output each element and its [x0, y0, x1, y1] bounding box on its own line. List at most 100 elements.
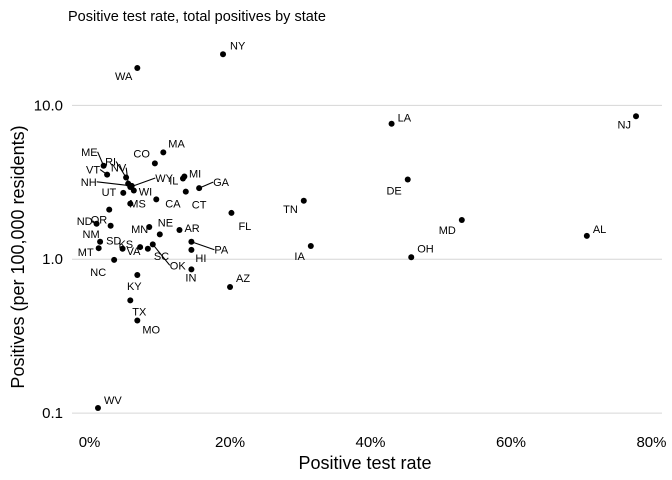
x-tick-label: 0%	[79, 434, 101, 451]
point-ma	[160, 149, 167, 156]
point-label-nj: NJ	[618, 119, 631, 131]
chart-title: Positive test rate, total positives by s…	[68, 9, 326, 25]
point-md	[458, 216, 465, 223]
x-axis-title: Positive test rate	[298, 453, 431, 473]
point-ne	[156, 231, 163, 238]
point-label-mn: MN	[131, 224, 148, 236]
point-label-sd: SD	[106, 236, 121, 248]
point-ia	[307, 242, 314, 249]
point-label-nv: NV	[111, 163, 127, 175]
leader-line	[152, 243, 171, 266]
point-ga	[196, 185, 203, 192]
point-ut	[120, 189, 127, 196]
point-fl	[228, 209, 235, 216]
point-ms	[127, 200, 134, 207]
point-label-wv: WV	[104, 395, 122, 407]
leader-line	[115, 161, 127, 178]
point-sc	[144, 245, 151, 252]
x-axis-ticks: 0% 20% 40% 60% 80%	[79, 434, 667, 451]
point-ok	[149, 241, 156, 248]
point-label-co: CO	[133, 148, 150, 160]
point-label-fl: FL	[238, 221, 251, 233]
point-tn	[300, 197, 307, 204]
point-label-tn: TN	[283, 204, 298, 216]
point-ky	[134, 271, 141, 278]
point-label-mi: MI	[189, 168, 201, 180]
y-axis-ticks: 0.1 1.0 10.0	[34, 97, 63, 422]
point-nh	[128, 182, 135, 189]
point-nd	[93, 220, 100, 227]
point-label-az: AZ	[236, 273, 250, 285]
x-tick-label: 80%	[636, 434, 666, 451]
point-label-wi: WI	[139, 186, 152, 198]
point-mn	[146, 224, 153, 231]
point-pa	[188, 238, 195, 245]
point-la	[388, 120, 395, 127]
point-label-ct: CT	[192, 200, 207, 212]
point-mo	[134, 317, 141, 324]
point-nj	[633, 113, 640, 120]
point-label-ny: NY	[230, 40, 246, 52]
point-label-ma: MA	[168, 138, 185, 150]
point-label-in: IN	[185, 272, 196, 284]
data-points	[93, 51, 640, 411]
point-label-ca: CA	[165, 198, 181, 210]
point-label-nc: NC	[90, 267, 106, 279]
point-hi	[188, 246, 195, 253]
point-wi	[130, 187, 137, 194]
point-ny	[220, 51, 227, 58]
point-label-md: MD	[439, 225, 456, 237]
point-wa	[134, 65, 141, 72]
point-label-tx: TX	[132, 306, 147, 318]
point-nm	[107, 222, 114, 229]
point-me	[100, 162, 107, 169]
y-tick-label: 0.1	[42, 405, 63, 422]
point-label-ia: IA	[294, 251, 305, 263]
point-label-or: OR	[91, 215, 108, 227]
point-label-ne: NE	[158, 217, 173, 229]
point-mt	[95, 245, 102, 252]
point-label-pa: PA	[214, 245, 229, 257]
point-tx	[127, 297, 134, 304]
point-az	[227, 284, 234, 291]
point-ri	[123, 174, 130, 181]
y-tick-label: 10.0	[34, 97, 63, 114]
point-ar	[176, 226, 183, 233]
point-al	[583, 232, 590, 239]
point-label-mt: MT	[78, 247, 94, 259]
grid-layer	[72, 104, 662, 414]
point-vt	[104, 171, 111, 178]
point-label-de: DE	[386, 185, 401, 197]
x-tick-label: 20%	[215, 434, 245, 451]
point-label-mo: MO	[142, 324, 160, 336]
point-label-sc: SC	[154, 251, 169, 263]
point-label-nd: ND	[77, 216, 93, 228]
x-tick-label: 40%	[355, 434, 385, 451]
point-label-oh: OH	[417, 243, 434, 255]
point-label-vt: VT	[86, 165, 100, 177]
point-label-nm: NM	[83, 229, 100, 241]
point-label-va: VA	[127, 246, 142, 258]
point-ct	[182, 188, 189, 195]
point-sd	[97, 238, 104, 245]
point-ca	[153, 196, 160, 203]
point-nc	[111, 256, 118, 263]
point-mi	[179, 175, 186, 182]
leader-line	[191, 241, 215, 251]
point-label-ut: UT	[102, 187, 117, 199]
x-tick-label: 60%	[496, 434, 526, 451]
point-in	[188, 266, 195, 273]
point-co	[151, 160, 158, 167]
point-label-wa: WA	[115, 71, 133, 83]
point-label-ok: OK	[170, 260, 187, 272]
point-label-ar: AR	[184, 223, 199, 235]
point-label-hi: HI	[195, 253, 206, 265]
point-oh	[408, 254, 415, 261]
point-label-ks: KS	[118, 239, 133, 251]
point-label-wy: WY	[155, 173, 173, 185]
point-or	[106, 206, 113, 213]
point-label-ms: MS	[129, 199, 146, 211]
point-label-al: AL	[593, 224, 606, 236]
